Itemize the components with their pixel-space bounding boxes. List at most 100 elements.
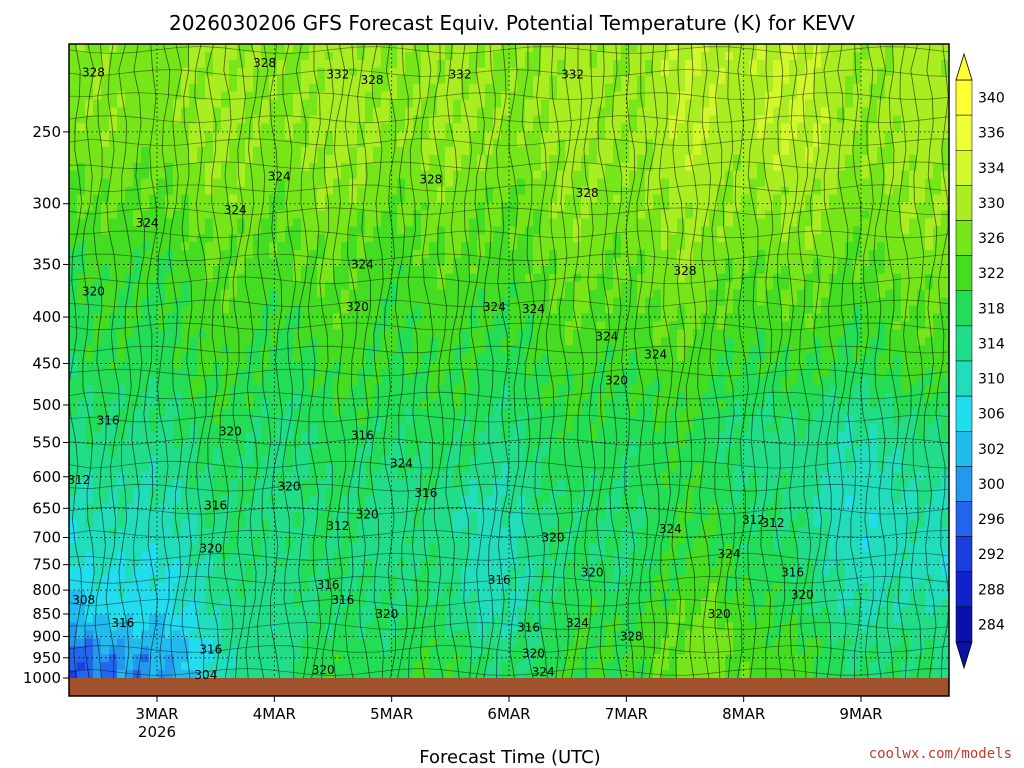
heatmap-cell	[77, 67, 86, 77]
heatmap-cell	[365, 384, 374, 394]
heatmap-cell	[125, 147, 134, 156]
heatmap-cell	[349, 273, 358, 283]
heatmap-cell	[197, 107, 206, 116]
heatmap-cell	[405, 297, 414, 307]
heatmap-cell	[453, 392, 462, 402]
heatmap-cell	[261, 107, 270, 116]
heatmap-cell	[181, 384, 190, 394]
heatmap-cell	[333, 115, 342, 124]
heatmap-cell	[773, 178, 782, 188]
heatmap-cell	[589, 99, 598, 108]
heatmap-cell	[373, 107, 382, 116]
heatmap-cell	[77, 178, 86, 188]
heatmap-cell	[893, 345, 902, 354]
heatmap-cell	[517, 226, 526, 235]
heatmap-cell	[381, 289, 390, 299]
heatmap-cell	[397, 170, 406, 180]
heatmap-cell	[861, 281, 870, 291]
heatmap-cell	[477, 67, 486, 77]
heatmap-cell	[933, 361, 942, 370]
heatmap-cell	[469, 202, 478, 212]
heatmap-cell	[725, 99, 734, 108]
heatmap-cell	[381, 115, 390, 124]
heatmap-cell	[269, 337, 278, 346]
heatmap-cell	[749, 210, 758, 219]
heatmap-cell	[677, 194, 686, 204]
heatmap-cell	[653, 194, 662, 204]
heatmap-cell	[789, 51, 798, 61]
heatmap-cell	[829, 234, 838, 243]
heatmap-cell	[565, 218, 574, 227]
heatmap-cell	[269, 242, 278, 251]
heatmap-cell	[733, 194, 742, 204]
heatmap-cell	[821, 392, 830, 402]
heatmap-cell	[165, 107, 174, 116]
heatmap-cell	[261, 273, 270, 283]
heatmap-cell	[485, 305, 494, 315]
heatmap-cell	[661, 337, 670, 346]
heatmap-cell	[541, 44, 550, 53]
heatmap-cell	[781, 178, 790, 188]
heatmap-cell	[397, 147, 406, 156]
heatmap-cell	[101, 123, 110, 132]
heatmap-cell	[757, 376, 766, 386]
heatmap-cell	[157, 75, 166, 85]
heatmap-cell	[213, 44, 222, 53]
heatmap-cell	[693, 297, 702, 307]
heatmap-cell	[581, 265, 590, 275]
heatmap-cell	[157, 313, 166, 322]
heatmap-cell	[941, 305, 949, 315]
heatmap-cell	[101, 289, 110, 299]
heatmap-cell	[765, 329, 774, 338]
heatmap-cell	[189, 250, 198, 259]
heatmap-cell	[717, 329, 726, 338]
heatmap-cell	[733, 361, 742, 370]
heatmap-cell	[237, 202, 246, 212]
heatmap-cell	[877, 123, 886, 132]
heatmap-cell	[285, 384, 294, 394]
heatmap-cell	[821, 218, 830, 227]
heatmap-cell	[629, 218, 638, 227]
heatmap-cell	[205, 162, 214, 172]
heatmap-cell	[77, 154, 86, 164]
heatmap-cell	[869, 361, 878, 370]
heatmap-cell	[581, 305, 590, 315]
heatmap-cell	[365, 178, 374, 188]
heatmap-cell	[645, 51, 654, 61]
heatmap-cell	[285, 186, 294, 196]
heatmap-cell	[85, 329, 94, 338]
heatmap-cell	[885, 210, 894, 219]
heatmap-cell	[181, 147, 190, 156]
heatmap-cell	[869, 273, 878, 283]
heatmap-cell	[613, 392, 622, 402]
heatmap-cell	[789, 313, 798, 322]
heatmap-cell	[165, 384, 174, 394]
heatmap-cell	[869, 67, 878, 77]
heatmap-cell	[677, 384, 686, 394]
heatmap-cell	[621, 329, 630, 338]
heatmap-cell	[205, 44, 214, 53]
heatmap-cell	[765, 210, 774, 219]
heatmap-cell	[165, 83, 174, 93]
heatmap-cell	[117, 226, 126, 235]
heatmap-cell	[437, 154, 446, 164]
heatmap-cell	[381, 107, 390, 116]
heatmap-cell	[741, 99, 750, 108]
heatmap-cell	[917, 242, 926, 251]
heatmap-cell	[437, 99, 446, 108]
heatmap-cell	[413, 51, 422, 61]
heatmap-cell	[485, 154, 494, 164]
heatmap-cell	[941, 273, 949, 283]
heatmap-cell	[365, 273, 374, 283]
heatmap-cell	[285, 368, 294, 378]
heatmap-cell	[733, 99, 742, 108]
heatmap-cell	[277, 392, 286, 402]
heatmap-cell	[629, 91, 638, 101]
heatmap-cell	[669, 257, 678, 267]
heatmap-cell	[101, 250, 110, 259]
heatmap-cell	[501, 273, 510, 283]
heatmap-cell	[453, 273, 462, 283]
heatmap-cell	[765, 345, 774, 354]
heatmap-cell	[221, 226, 230, 235]
heatmap-cell	[349, 234, 358, 243]
